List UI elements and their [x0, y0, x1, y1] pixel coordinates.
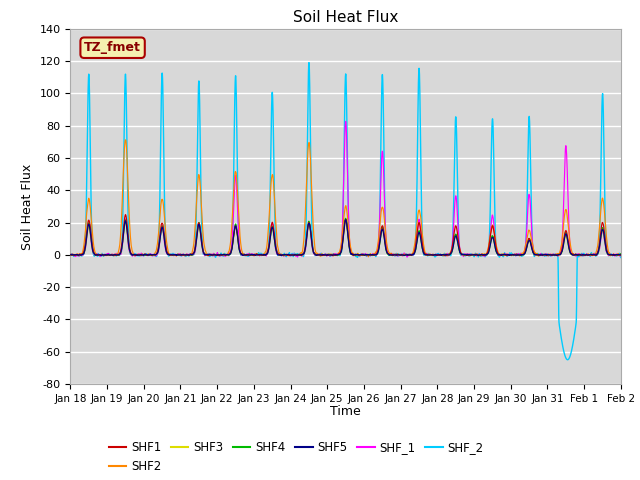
SHF2 [469, 252, 477, 258]
SHF2 [67, 252, 74, 258]
SHF_1 [325, 252, 333, 258]
SHF_2 [469, 252, 477, 257]
SHF3 [500, 252, 508, 258]
SHF4 [342, 216, 349, 221]
SHF5 [439, 252, 447, 257]
SHF1 [325, 252, 333, 258]
SHF4 [388, 252, 396, 258]
SHF1 [122, 212, 129, 217]
SHF4 [325, 252, 333, 258]
Line: SHF_2: SHF_2 [70, 62, 621, 360]
SHF1 [503, 253, 511, 259]
SHF2 [439, 252, 447, 258]
SHF4 [67, 252, 74, 257]
SHF_1 [403, 254, 411, 260]
SHF2 [325, 252, 333, 257]
SHF3 [67, 252, 74, 258]
SHF3 [469, 252, 477, 257]
SHF4 [166, 252, 173, 258]
SHF2 [617, 252, 625, 258]
SHF4 [616, 252, 624, 257]
Line: SHF4: SHF4 [70, 218, 621, 255]
SHF2 [616, 252, 624, 257]
Line: SHF1: SHF1 [70, 215, 621, 256]
SHF4 [500, 252, 508, 258]
SHF3 [616, 252, 624, 258]
SHF3 [342, 218, 349, 224]
SHF1 [469, 252, 477, 257]
SHF5 [616, 252, 624, 258]
SHF1 [616, 252, 624, 258]
Y-axis label: Soil Heat Flux: Soil Heat Flux [21, 163, 34, 250]
SHF3 [617, 252, 625, 258]
SHF_2 [166, 252, 173, 258]
SHF1 [500, 252, 508, 257]
SHF5 [500, 252, 508, 257]
SHF_2 [325, 251, 333, 257]
Legend: SHF1, SHF2, SHF3, SHF4, SHF5, SHF_1, SHF_2: SHF1, SHF2, SHF3, SHF4, SHF5, SHF_1, SHF… [104, 436, 488, 478]
SHF1 [617, 252, 625, 257]
SHF_2 [616, 253, 624, 259]
SHF5 [166, 252, 173, 258]
SHF_1 [500, 252, 508, 257]
SHF_1 [439, 252, 447, 258]
SHF_1 [166, 252, 173, 258]
Text: TZ_fmet: TZ_fmet [84, 41, 141, 54]
SHF5 [67, 252, 74, 258]
SHF_2 [438, 252, 446, 258]
SHF4 [617, 251, 625, 257]
SHF_1 [342, 119, 349, 124]
SHF3 [353, 253, 360, 259]
SHF5 [617, 252, 625, 258]
SHF_2 [617, 254, 625, 260]
SHF_1 [67, 252, 74, 257]
SHF5 [277, 252, 285, 258]
Line: SHF_1: SHF_1 [70, 121, 621, 257]
Line: SHF5: SHF5 [70, 219, 621, 255]
SHF3 [439, 252, 447, 258]
SHF_1 [469, 252, 477, 258]
SHF5 [325, 252, 333, 258]
SHF_1 [616, 252, 624, 258]
SHF_2 [305, 60, 313, 65]
Line: SHF2: SHF2 [70, 140, 621, 257]
SHF_2 [67, 252, 74, 257]
SHF4 [469, 252, 477, 257]
SHF2 [365, 254, 372, 260]
SHF1 [438, 252, 446, 258]
SHF_2 [500, 251, 508, 256]
X-axis label: Time: Time [330, 405, 361, 418]
SHF3 [166, 252, 173, 258]
Line: SHF3: SHF3 [70, 221, 621, 256]
SHF1 [166, 252, 173, 257]
SHF1 [67, 252, 74, 257]
SHF2 [500, 252, 508, 257]
SHF4 [439, 252, 447, 258]
SHF5 [469, 252, 477, 258]
SHF3 [325, 252, 333, 258]
SHF2 [122, 137, 129, 143]
Title: Soil Heat Flux: Soil Heat Flux [293, 10, 398, 25]
SHF5 [342, 216, 349, 222]
SHF_2 [564, 357, 572, 362]
SHF_1 [617, 252, 625, 258]
SHF2 [166, 251, 173, 257]
